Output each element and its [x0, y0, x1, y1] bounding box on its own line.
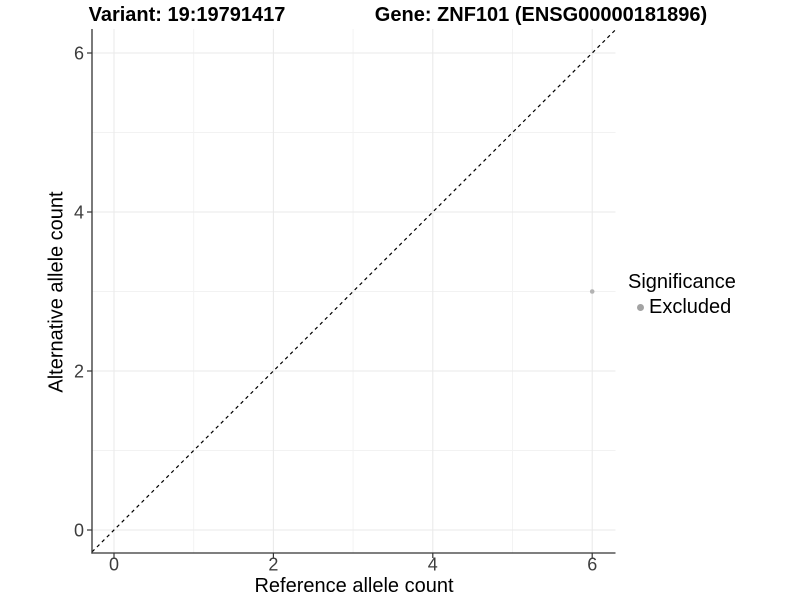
x-tick-label: 2 — [268, 555, 278, 575]
data-points — [589, 289, 595, 294]
data-point — [589, 289, 595, 294]
legend-entry-label: Excluded — [649, 296, 732, 318]
y-tick-label: 6 — [74, 44, 84, 64]
gene-title: Gene: ZNF101 (ENSG00000181896) — [374, 4, 708, 26]
tick-marks — [87, 52, 593, 558]
axis-lines — [91, 29, 616, 554]
y-axis-title: Alternative allele count — [45, 191, 68, 393]
legend: Significance Excluded — [628, 271, 736, 319]
x-tick-label: 4 — [428, 555, 438, 575]
legend-key — [634, 299, 647, 316]
legend-title: Significance — [628, 271, 736, 293]
x-axis-title: Reference allele count — [254, 575, 454, 597]
legend-entry: Excluded — [628, 296, 736, 319]
x-tick-label: 6 — [587, 555, 597, 575]
x-tick-label: 0 — [109, 555, 119, 575]
identity-line — [91, 29, 616, 553]
y-tick-label: 2 — [74, 362, 84, 382]
gridlines-minor — [92, 29, 616, 553]
identity-dashed-line — [91, 29, 616, 553]
gridlines-major — [92, 29, 616, 553]
legend-key-dot-icon — [637, 304, 644, 311]
variant-title: Variant: 19:19791417 — [88, 4, 286, 26]
y-tick-label: 4 — [74, 203, 84, 223]
tick-labels: 0 2 4 6 0 2 4 6 — [74, 44, 597, 575]
y-tick-label: 0 — [74, 521, 84, 541]
